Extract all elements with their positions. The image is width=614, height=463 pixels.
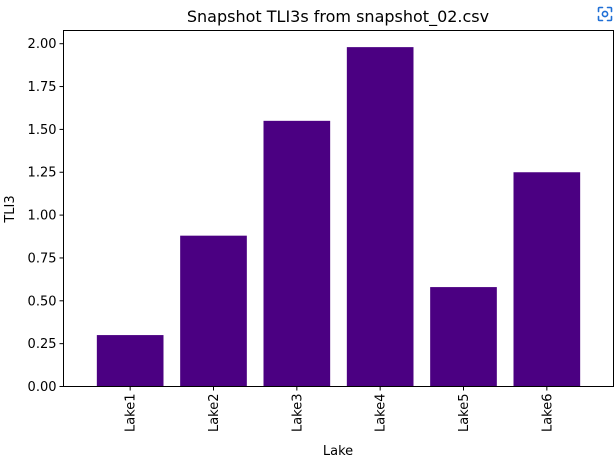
y-axis: 0.00 0.25 0.50 0.75 1.00 1.25 1.50 1.75 2.00 (28, 37, 64, 395)
bar-lake6 (513, 172, 581, 387)
y-tick-label: 1.25 (28, 166, 57, 181)
bar-lake5 (430, 287, 497, 387)
bar-lake4 (346, 47, 414, 387)
y-tick-label: 0.00 (28, 380, 57, 395)
focus-frame-icon[interactable] (597, 6, 613, 22)
bar-lake2 (180, 235, 247, 387)
bar-lake3 (263, 120, 331, 387)
bar-lake1 (96, 335, 164, 387)
x-tick-label: Lake4 (374, 394, 389, 433)
y-tick-label: 2.00 (28, 37, 57, 52)
x-axis-label: Lake (323, 444, 353, 459)
y-tick-label: 0.50 (28, 294, 57, 309)
x-tick-label: Lake2 (207, 394, 222, 433)
y-axis-label: TLI3 (3, 195, 18, 223)
y-tick-label: 0.75 (28, 251, 57, 266)
y-tick-label: 1.75 (28, 80, 57, 95)
x-tick-label: Lake5 (457, 394, 472, 433)
chart-title: Snapshot TLI3s from snapshot_02.csv (187, 7, 489, 27)
y-tick-label: 1.00 (28, 209, 57, 224)
y-tick-label: 1.50 (28, 123, 57, 138)
x-tick-label: Lake1 (124, 394, 139, 433)
y-tick-label: 0.25 (28, 337, 57, 352)
x-axis: Lake1 Lake2 Lake3 Lake4 Lake5 Lake6 (124, 386, 555, 433)
x-tick-label: Lake3 (290, 394, 305, 433)
x-tick-label: Lake6 (540, 394, 555, 433)
bars-layer (96, 47, 581, 387)
